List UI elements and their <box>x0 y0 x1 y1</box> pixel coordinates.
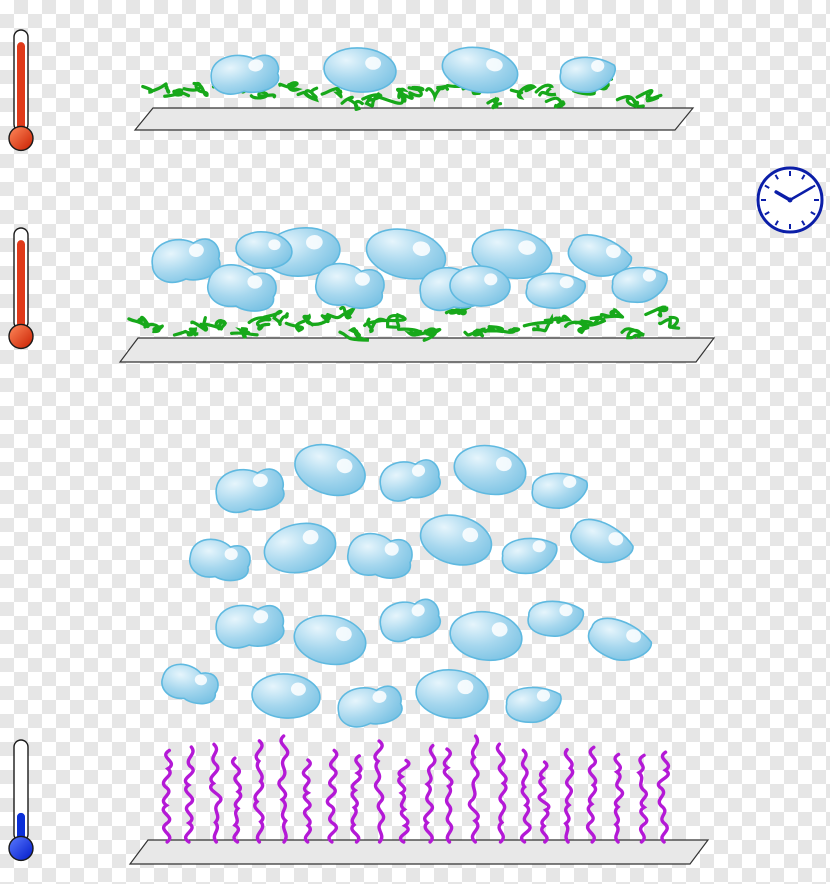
cell <box>376 454 444 507</box>
cell <box>288 436 371 504</box>
polymer-strand <box>163 750 171 842</box>
cell <box>314 262 385 310</box>
polymer-coil <box>381 315 405 327</box>
cell <box>504 683 564 726</box>
cell <box>251 672 322 721</box>
cell <box>439 42 521 99</box>
polymer-strand <box>425 746 435 842</box>
layer-cells <box>149 42 670 732</box>
cell <box>499 533 560 577</box>
cell <box>290 610 369 670</box>
polymer-coil <box>249 318 270 329</box>
polymer-coil <box>601 310 622 317</box>
cell <box>159 661 221 707</box>
cell <box>565 514 638 572</box>
polymer-coil <box>637 91 661 101</box>
polymer-strand <box>497 744 506 842</box>
polymer-coil <box>328 308 354 318</box>
polymer-strand <box>469 736 478 842</box>
polymer-strand <box>327 750 336 842</box>
polymer-strand <box>588 747 596 842</box>
polymer-coil <box>477 327 503 332</box>
polymer-strand <box>233 758 241 842</box>
polymer-coil <box>545 316 568 322</box>
polymer-coil <box>264 311 287 324</box>
cell <box>530 470 589 511</box>
polymer-strand <box>522 750 530 842</box>
polymer-coil <box>232 329 258 337</box>
thermometer-icon <box>9 740 33 860</box>
polymer-coil <box>143 84 169 92</box>
polymer-strand <box>303 760 310 842</box>
polymer-strand <box>539 762 549 842</box>
polymer-coil <box>174 329 198 335</box>
polymer-strand <box>279 736 288 842</box>
cell <box>323 46 398 95</box>
cell <box>558 54 617 95</box>
cell <box>415 508 496 572</box>
cell <box>334 680 405 732</box>
cell <box>213 463 288 517</box>
cell <box>527 599 585 638</box>
cell <box>346 532 413 580</box>
polymer-strand <box>185 747 193 842</box>
diagram-canvas <box>0 0 830 884</box>
polymer-coil <box>536 85 556 95</box>
glass-slide <box>135 108 693 130</box>
polymer-coil <box>622 329 644 338</box>
cell <box>188 537 252 582</box>
thermometer-icon <box>9 228 33 348</box>
polymer-coil <box>322 88 341 97</box>
cell <box>584 613 655 668</box>
polymer-coil <box>427 86 448 96</box>
polymer-coil <box>298 88 317 100</box>
cell <box>213 600 286 652</box>
cell <box>447 607 525 665</box>
polymer-coil <box>546 98 564 107</box>
layer-clock <box>758 168 822 232</box>
polymer-coil <box>403 87 423 98</box>
polymer-strand <box>255 741 263 842</box>
cell <box>525 271 587 310</box>
polymer-coil <box>511 86 534 98</box>
polymer-strand <box>615 754 622 842</box>
polymer-coil <box>660 317 679 328</box>
glass-slide <box>120 338 714 362</box>
thermometer-icon <box>9 30 33 150</box>
cell <box>205 262 278 314</box>
cell <box>208 50 281 98</box>
polymer-coil <box>504 329 519 333</box>
cell <box>414 666 491 721</box>
polymer-coil <box>646 307 667 316</box>
polymer-strand <box>639 755 647 842</box>
layer-polymers <box>129 79 679 842</box>
polymer-strand <box>352 756 361 842</box>
polymer-strand <box>565 750 572 842</box>
cell <box>376 593 445 647</box>
polymer-strand <box>399 760 409 842</box>
polymer-strand <box>375 741 384 842</box>
cell <box>450 440 529 500</box>
polymer-strand <box>444 749 452 842</box>
layer-thermometers <box>9 30 33 860</box>
cell <box>260 517 340 579</box>
polymer-coil <box>617 97 643 107</box>
polymer-coil <box>280 83 298 91</box>
polymer-strand <box>658 752 668 842</box>
polymer-strand <box>211 744 221 842</box>
polymer-coil <box>207 321 226 329</box>
polymer-coil <box>488 99 501 108</box>
clock-icon <box>758 168 822 232</box>
